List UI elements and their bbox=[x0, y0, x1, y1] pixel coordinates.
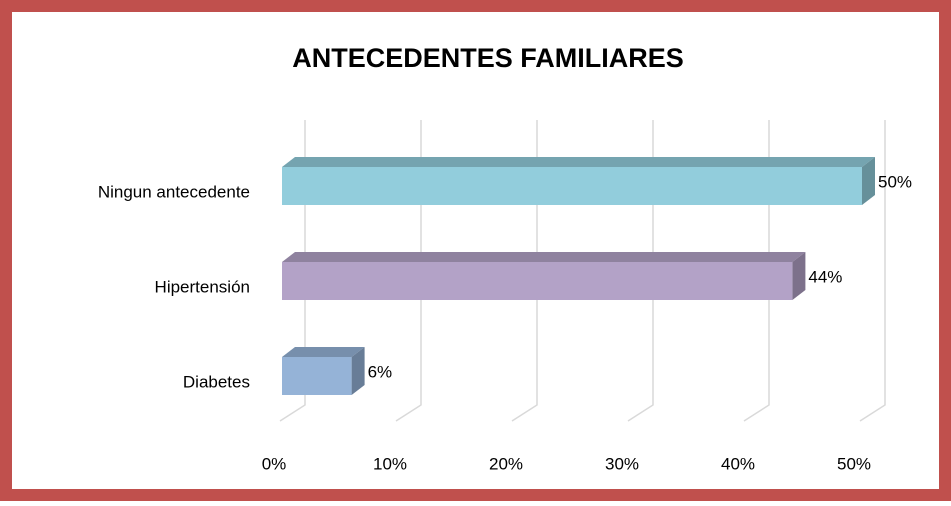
x-tick-label: 30% bbox=[605, 454, 639, 473]
bar bbox=[282, 357, 352, 395]
x-tick-label: 50% bbox=[837, 454, 871, 473]
bar-side bbox=[792, 252, 806, 300]
grid-line bbox=[395, 120, 422, 422]
bar bbox=[282, 167, 862, 205]
x-tick-label: 40% bbox=[721, 454, 755, 473]
chart-title: ANTECEDENTES FAMILIARES bbox=[292, 43, 684, 73]
grid-line bbox=[279, 120, 306, 422]
y-tick-label: Ningun antecedente bbox=[98, 182, 250, 201]
bar bbox=[282, 262, 793, 300]
bar-top bbox=[282, 252, 806, 262]
grid-line bbox=[627, 120, 654, 422]
grid-line bbox=[859, 120, 886, 422]
x-tick-label: 0% bbox=[262, 454, 287, 473]
x-tick-label: 10% bbox=[373, 454, 407, 473]
grid-line bbox=[511, 120, 538, 422]
data-label: 44% bbox=[808, 267, 842, 286]
bar-side bbox=[862, 157, 875, 205]
data-label: 50% bbox=[878, 172, 912, 191]
x-tick-label: 20% bbox=[489, 454, 523, 473]
y-tick-label: Diabetes bbox=[183, 372, 250, 391]
y-tick-label: Hipertensión bbox=[155, 277, 250, 296]
bar-top bbox=[282, 157, 875, 167]
grid-line bbox=[743, 120, 770, 422]
bar-side bbox=[351, 347, 365, 395]
bar-top bbox=[282, 347, 365, 357]
data-label: 6% bbox=[368, 362, 393, 381]
